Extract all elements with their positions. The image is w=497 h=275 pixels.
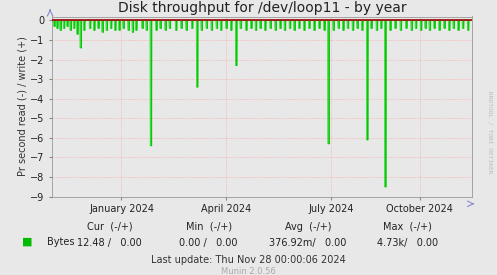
Text: Cur  (-/+): Cur (-/+): [86, 222, 132, 232]
Title: Disk throughput for /dev/loop11 - by year: Disk throughput for /dev/loop11 - by yea…: [118, 1, 407, 15]
Text: Min  (-/+): Min (-/+): [186, 222, 232, 232]
Text: 4.73k/   0.00: 4.73k/ 0.00: [377, 238, 438, 248]
Text: Avg  (-/+): Avg (-/+): [285, 222, 331, 232]
Text: 12.48 /   0.00: 12.48 / 0.00: [77, 238, 142, 248]
Text: RRDTOOL / TOBI OETIKER: RRDTOOL / TOBI OETIKER: [487, 91, 492, 173]
Text: ■: ■: [22, 237, 33, 247]
Text: 376.92m/   0.00: 376.92m/ 0.00: [269, 238, 347, 248]
Text: Max  (-/+): Max (-/+): [383, 222, 432, 232]
Text: 0.00 /   0.00: 0.00 / 0.00: [179, 238, 238, 248]
Y-axis label: Pr second read (-) / write (+): Pr second read (-) / write (+): [17, 37, 27, 177]
Text: Bytes: Bytes: [47, 237, 75, 247]
Text: Munin 2.0.56: Munin 2.0.56: [221, 267, 276, 275]
Text: Last update: Thu Nov 28 00:00:06 2024: Last update: Thu Nov 28 00:00:06 2024: [151, 255, 346, 265]
